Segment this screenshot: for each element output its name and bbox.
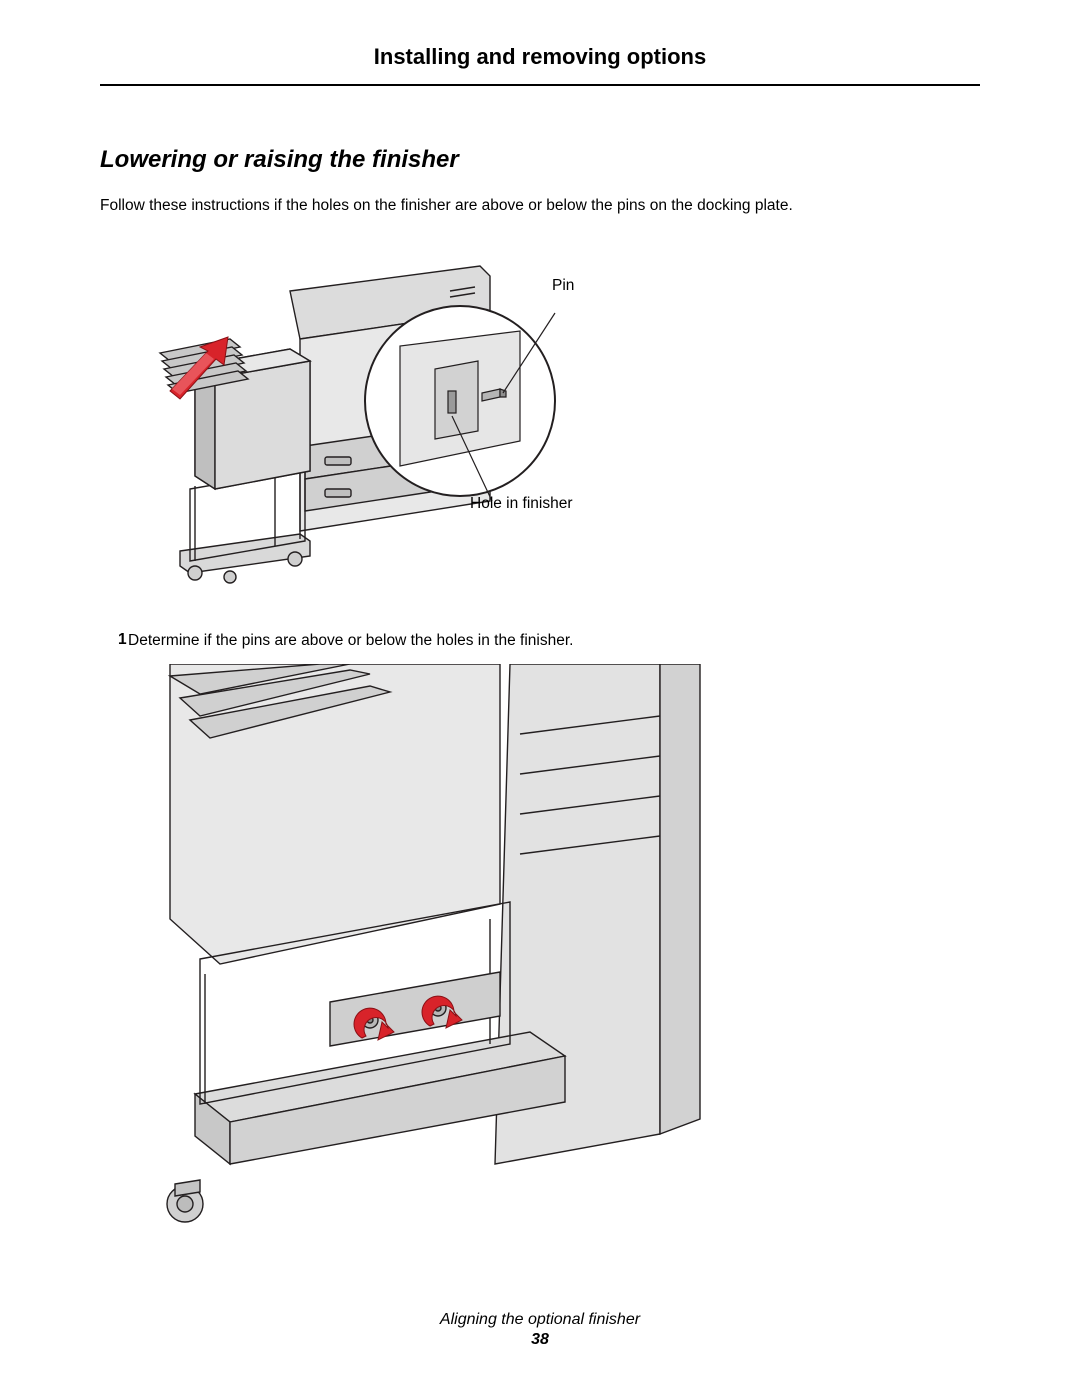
figure-finisher-alignment: Pin Hole in finisher <box>100 241 980 601</box>
pin-label: Pin <box>552 277 574 295</box>
hole-label: Hole in finisher <box>470 495 573 513</box>
intro-text: Follow these instructions if the holes o… <box>100 196 980 217</box>
footer-page-number: 38 <box>0 1331 1080 1349</box>
page-header: Installing and removing options <box>100 40 980 84</box>
footer-title: Aligning the optional finisher <box>0 1311 1080 1329</box>
page-footer: Aligning the optional finisher 38 <box>0 1311 1080 1349</box>
finisher-diagram-svg <box>100 241 980 601</box>
step-text: Determine if the pins are above or below… <box>128 631 573 652</box>
section-title: Lowering or raising the finisher <box>100 146 980 174</box>
step-number: 1 <box>100 631 128 649</box>
base-adjust-svg <box>100 664 980 1264</box>
figure-base-adjust <box>100 664 980 1264</box>
step-1: 1 Determine if the pins are above or bel… <box>100 631 980 652</box>
header-title: Installing and removing options <box>374 44 706 69</box>
manual-page: Installing and removing options Lowering… <box>0 0 1080 1397</box>
header-rule <box>100 84 980 86</box>
